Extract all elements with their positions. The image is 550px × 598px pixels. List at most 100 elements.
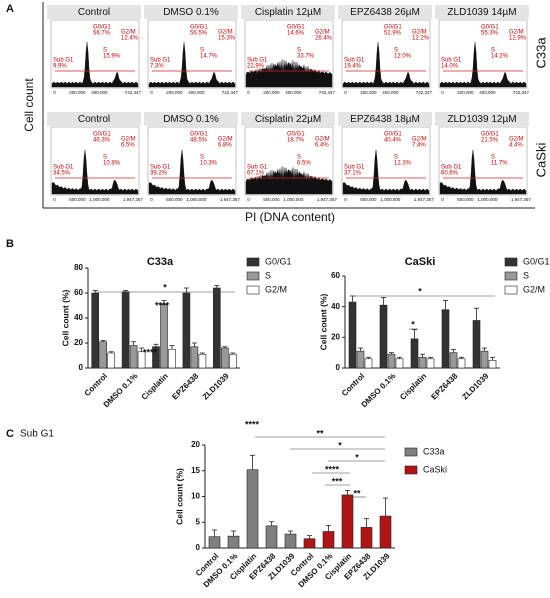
y-tick-label: 10	[191, 492, 200, 501]
legend-swatch	[246, 285, 260, 295]
gate-value: 56.7%	[93, 31, 111, 37]
x-tick-label: 1,947,357	[123, 197, 144, 202]
gate-label: G2/M	[121, 30, 136, 36]
bar	[107, 352, 115, 369]
plot-title: Cisplatin 12µM	[255, 7, 321, 18]
legend-label: CaSki	[423, 464, 447, 474]
bar	[488, 360, 497, 369]
plot-title: EPZ6438 26µM	[350, 7, 420, 18]
significance-label: *	[355, 452, 359, 462]
significance-label: *	[338, 440, 342, 450]
x-tick-label: 1,947,357	[511, 197, 532, 202]
bar	[91, 292, 99, 369]
gate-value: 14.6%	[287, 31, 305, 37]
plot-header	[338, 112, 432, 126]
x-tick-label: 200,000	[69, 90, 86, 95]
gate-value: 7.3%	[150, 64, 164, 70]
y-axis-label: Cell count (%)	[60, 290, 70, 347]
plot-title: DMSO 0.1%	[163, 7, 219, 18]
bar	[341, 494, 354, 549]
plot-title: DMSO 0.1%	[163, 114, 219, 125]
x-tick-label: 742,347	[319, 90, 336, 95]
x-tick-label: 1,000,000	[380, 197, 401, 202]
plot-title: Cisplatin 22µM	[255, 114, 321, 125]
gate-label: Sub G1	[441, 165, 462, 171]
gate-label: S	[394, 155, 398, 161]
bar	[364, 358, 373, 369]
gate-value: 48.5%	[190, 138, 208, 144]
gate-value: 22.9%	[247, 64, 265, 70]
bar	[246, 469, 259, 549]
gate-value: 12.0%	[394, 54, 412, 60]
x-tick-label: 0	[247, 90, 250, 95]
plot-title: ZLD1039 14µM	[447, 7, 516, 18]
y-tick-label: 20	[331, 332, 340, 341]
plot-frame	[341, 19, 431, 89]
gate-value: 19.4%	[344, 64, 362, 70]
plot-frame	[147, 126, 237, 196]
gate-label: Sub G1	[53, 58, 74, 64]
gate-label: S	[297, 48, 301, 54]
chart-title: Sub G1	[20, 429, 54, 440]
x-tick-label: 0	[441, 197, 444, 202]
x-tick-label: 0	[53, 197, 56, 202]
x-axis-label: PI (DNA content)	[245, 210, 335, 224]
legend-swatch	[504, 257, 518, 267]
gate-value: 6.8%	[218, 143, 232, 149]
gate-label: G2/M	[218, 30, 233, 36]
x-tick-label: 0	[344, 197, 347, 202]
bar	[457, 358, 466, 369]
bar	[472, 320, 481, 369]
bar	[303, 538, 316, 549]
panel-label: A	[6, 3, 14, 15]
gate-label: Sub G1	[344, 58, 365, 64]
plot-frame	[50, 19, 140, 89]
x-tick-label: 742,347	[125, 90, 142, 95]
x-tick-label: 400,000	[382, 90, 399, 95]
bar	[160, 303, 168, 369]
gate-label: Sub G1	[441, 58, 462, 64]
x-tick-label: 500,000	[69, 197, 86, 202]
x-tick-label: 200,000	[166, 90, 183, 95]
gate-label: Sub G1	[344, 165, 365, 171]
y-axis-label: Cell count	[22, 78, 36, 132]
panel-label: B	[6, 238, 14, 250]
x-tick-label: ZLD1039	[460, 371, 490, 401]
plot-header	[47, 112, 141, 126]
plot-header	[241, 5, 335, 19]
x-tick-label: Cisplatin	[140, 371, 170, 401]
plot-frame	[438, 19, 528, 89]
bar	[480, 350, 489, 369]
x-tick-label: 500,000	[263, 197, 280, 202]
x-tick-label: 0	[344, 90, 347, 95]
bar	[387, 353, 396, 369]
x-tick-label: Control	[340, 372, 366, 398]
bar	[441, 309, 450, 369]
gate-label: S	[103, 48, 107, 54]
bar	[227, 535, 240, 549]
gate-label: G0/G1	[190, 25, 208, 31]
plot-frame	[438, 126, 528, 196]
gate-value: 15.9%	[103, 54, 121, 60]
legend-swatch	[246, 257, 260, 267]
gate-label: G2/M	[509, 30, 524, 36]
gate-value: 67.1%	[247, 171, 265, 177]
gate-value: 40.4%	[384, 138, 402, 144]
plot-header	[144, 112, 238, 126]
gate-label: G2/M	[218, 137, 233, 143]
bar	[265, 525, 278, 549]
bar	[129, 345, 138, 369]
bar	[213, 287, 221, 369]
gate-label: S	[200, 155, 204, 161]
plot-frame	[147, 19, 237, 89]
x-tick-label: 0	[441, 90, 444, 95]
gate-label: G0/G1	[384, 132, 402, 138]
legend-swatch	[504, 285, 518, 295]
bar	[322, 531, 335, 549]
x-tick-label: Cisplatin	[398, 371, 428, 401]
histogram-trace	[51, 42, 139, 88]
gate-label: Sub G1	[150, 58, 171, 64]
gate-label: Sub G1	[150, 165, 171, 171]
x-tick-label: 742,347	[513, 90, 530, 95]
y-tick-label: 60	[74, 288, 83, 297]
